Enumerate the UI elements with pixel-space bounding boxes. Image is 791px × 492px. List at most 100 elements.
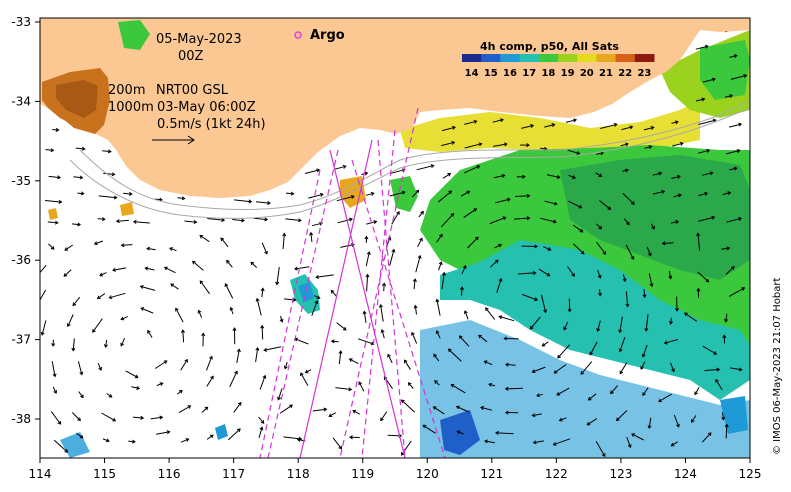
current-vector-head [292,297,297,302]
current-vector-head [380,329,385,333]
current-vector [730,74,747,80]
current-vector [412,190,419,198]
current-vector [726,217,742,223]
current-vector-head [115,219,120,224]
current-vector [619,316,623,333]
current-vector [546,174,560,178]
current-vector-head [80,394,84,399]
current-vector [652,172,662,176]
current-vector-head [576,151,581,155]
colorbar-swatch [481,54,501,62]
current-vector-head [404,359,408,364]
current-vector-head [159,415,164,420]
current-vector-head [622,278,627,283]
current-vector-head [422,424,427,429]
current-vector [697,216,715,222]
current-vector [105,339,108,348]
current-vector-head [432,406,437,410]
current-vector-head [316,295,321,300]
current-vector [365,192,374,196]
current-vector [725,313,728,322]
current-vector [312,408,327,412]
colorbar-tick-label: 18 [541,68,555,79]
current-vector [48,243,55,250]
current-vector-head [530,124,535,128]
current-vector-head [647,252,652,257]
current-vector-head [315,275,320,280]
current-vector [619,337,626,352]
current-vector [206,376,214,387]
current-vector-head [534,244,539,249]
x-axis: 114 115 116 117 118 119 120 121 122 123 124 125 [29,458,761,481]
current-vector [63,269,72,277]
current-vector [99,272,107,277]
colorbar-swatches [462,54,655,62]
current-vector-head [506,197,511,202]
current-vector [442,173,451,179]
current-vector [102,438,110,442]
current-vector [230,307,234,315]
current-vector-head [144,266,149,271]
current-vector [622,274,626,282]
current-vector [478,334,488,343]
current-vector-head [526,143,530,148]
current-vector [48,175,61,179]
current-vector-head [417,254,422,259]
current-vector [625,291,629,307]
current-vector-head [650,125,655,130]
current-vector-head [573,118,578,123]
satellite-tracks [259,107,446,458]
current-vector-head [462,264,467,269]
current-vector-head [551,123,556,128]
current-vector-head [563,326,567,331]
current-vector-head [435,298,440,303]
current-vector [71,412,81,421]
valid-time-label: 03-May 06:00Z [157,100,256,115]
current-vector [540,147,547,150]
current-vector-head [733,54,738,59]
colorbar-tick-label: 20 [580,68,594,79]
current-vector [493,174,505,179]
current-vector [147,330,153,338]
current-vector [116,219,129,222]
current-vector-head [93,241,98,246]
current-vector [387,354,393,364]
current-vector [544,124,555,128]
current-vector [484,440,495,444]
x-tick-label: 117 [222,467,245,481]
current-vector [646,247,652,256]
current-vector-head [713,351,718,355]
current-vector-head [503,142,508,147]
current-vector-head [459,286,464,291]
current-vector-head [619,370,624,375]
current-vector-head [716,367,721,372]
current-vector-head [175,307,179,312]
current-vector-head [683,312,688,317]
current-vector-head [696,287,701,292]
current-vector-head [37,302,40,305]
current-vector-head [57,420,62,425]
current-vector [499,316,515,322]
current-vector-head [722,334,727,339]
current-vector-head [134,374,139,379]
current-vector [567,266,575,277]
current-vector-head [647,425,652,430]
current-vector [626,436,631,448]
current-vector-head [139,285,144,289]
current-vector-head [210,375,214,380]
current-vector-head [309,231,314,236]
current-vector [704,368,720,372]
current-vector-head [204,406,209,411]
colorbar-tick-label: 21 [599,68,613,79]
current-vector [587,418,598,426]
current-vector-head [101,217,106,222]
x-tick-label: 119 [351,467,374,481]
current-vector-head [727,191,732,196]
current-vector [533,440,544,444]
current-vector-head [671,368,675,373]
current-vector-head [147,329,151,334]
current-vector [133,221,150,224]
current-vector [640,361,646,370]
current-vector-head [430,164,435,169]
current-vector-head [625,168,630,173]
